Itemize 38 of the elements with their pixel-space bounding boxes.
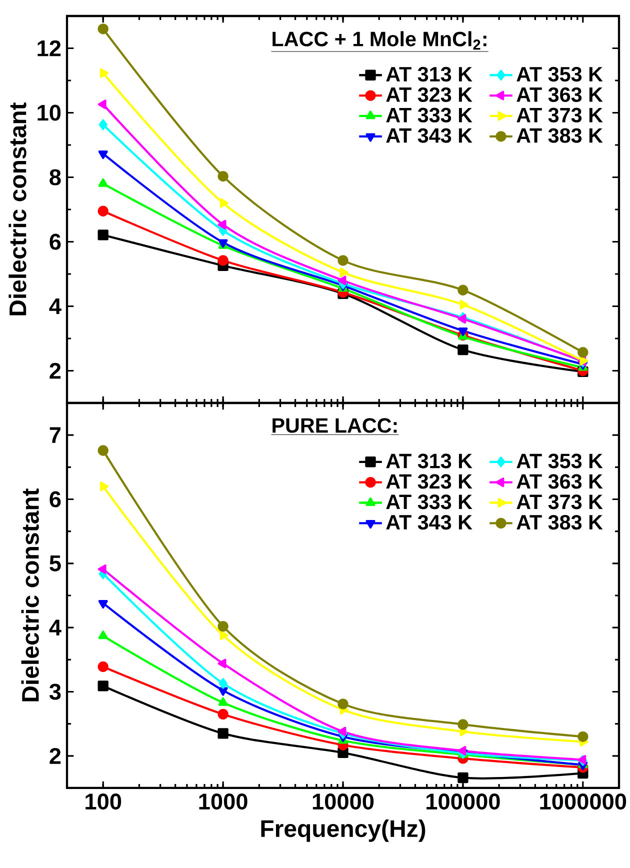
- y-tick-label: 7: [50, 427, 60, 443]
- x-tick-label: 100000: [426, 794, 500, 810]
- y-tick-label: 2: [50, 748, 61, 764]
- y-tick-label: 12: [38, 40, 61, 56]
- x-tick-label: 1000000: [540, 794, 626, 810]
- legend-label: AT 333 K: [386, 108, 472, 122]
- y-tick-label: 2: [50, 362, 61, 379]
- x-tick-label: 10000: [312, 794, 374, 810]
- x-tick-label: 1000: [199, 794, 248, 810]
- x-tick-label: 100: [86, 794, 122, 810]
- x-axis-title: Frequency(Hz): [261, 820, 426, 842]
- y-tick-label: 6: [50, 491, 61, 508]
- legend-label: AT 313 K: [386, 66, 472, 82]
- legend-label: AT 383 K: [516, 128, 603, 143]
- y-tick-label: 8: [50, 169, 61, 186]
- y-tick-label: 5: [50, 556, 61, 572]
- y-axis-title: Dielectric constant: [8, 102, 26, 316]
- legend-label: AT 343 K: [386, 514, 472, 530]
- legend-label: AT 313 K: [386, 454, 472, 468]
- y-tick-label: 6: [50, 234, 61, 250]
- legend-label: AT 383 K: [516, 514, 603, 530]
- legend-label: AT 353 K: [516, 454, 603, 468]
- legend-label: AT 333 K: [386, 494, 472, 510]
- legend-label: AT 373 K: [516, 108, 603, 122]
- y-tick-label: 4: [49, 298, 62, 314]
- legend-label: AT 343 K: [386, 128, 472, 143]
- legend-label: AT 323 K: [386, 474, 472, 489]
- legend-label: AT 363 K: [516, 87, 603, 102]
- legend-title: LACC + 1 Mole MnCl$_{2}$:: [272, 31, 486, 50]
- legend-label: AT 353 K: [516, 66, 603, 82]
- legend-title: PURE LACC:: [272, 418, 397, 433]
- y-tick-label: 4: [49, 620, 62, 636]
- y-axis-title: Dielectric constant: [21, 488, 39, 702]
- legend-label: AT 363 K: [516, 474, 603, 489]
- y-tick-label: 3: [49, 684, 61, 700]
- y-tick-label: 10: [38, 104, 61, 121]
- legend-label: AT 373 K: [516, 494, 603, 510]
- legend-label: AT 323 K: [386, 87, 472, 102]
